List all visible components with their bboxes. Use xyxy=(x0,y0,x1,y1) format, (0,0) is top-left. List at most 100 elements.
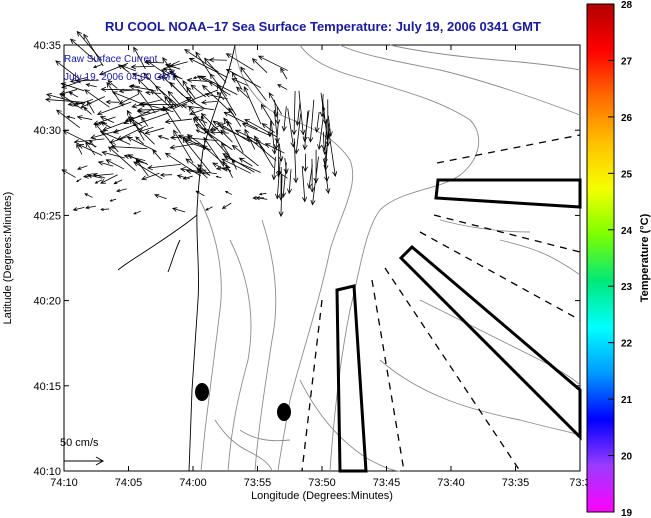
current-vector xyxy=(291,91,297,136)
current-vector xyxy=(173,129,194,164)
colorbar-tick-label: 24 xyxy=(621,226,633,237)
current-vector xyxy=(85,141,96,156)
current-vector xyxy=(302,110,310,143)
current-vector xyxy=(72,207,85,212)
current-vector xyxy=(260,103,275,126)
current-vector xyxy=(204,92,228,100)
bathymetry-contours xyxy=(199,44,581,472)
current-vector xyxy=(167,90,184,109)
current-vector xyxy=(109,135,131,144)
x-tick-label: 74:00 xyxy=(179,477,207,489)
colorbar-tick-label: 27 xyxy=(621,56,633,67)
current-vector xyxy=(261,123,276,133)
current-vector xyxy=(278,143,284,162)
current-vector xyxy=(313,149,319,184)
current-vector xyxy=(221,167,231,172)
plot-area: Raw Surface Current July 19, 2006 04:00 … xyxy=(45,30,582,473)
current-vector xyxy=(293,138,299,184)
current-vector xyxy=(200,75,238,95)
current-vector xyxy=(225,53,254,71)
scale-arrow-head xyxy=(95,456,105,466)
x-tick-label: 74:05 xyxy=(115,477,143,489)
current-vector xyxy=(186,86,196,99)
current-vector xyxy=(137,88,156,114)
current-vector xyxy=(100,121,112,129)
current-vector xyxy=(188,105,207,131)
current-vector xyxy=(176,174,190,180)
current-vector xyxy=(152,149,162,160)
current-vector xyxy=(221,142,230,157)
current-vector xyxy=(322,119,328,156)
current-vector xyxy=(135,136,144,145)
current-vector xyxy=(136,109,151,115)
x-tick-label: 73:55 xyxy=(244,477,272,489)
current-vector xyxy=(221,202,232,209)
current-vector xyxy=(195,51,212,76)
current-vector xyxy=(208,81,231,96)
current-vector xyxy=(302,153,308,173)
colorbar-tick-label: 19 xyxy=(621,508,633,518)
current-vector xyxy=(96,101,132,116)
y-tick-label: 40:35 xyxy=(33,40,61,52)
current-vector xyxy=(278,174,284,218)
current-vector xyxy=(181,103,214,111)
shipping-lane-south xyxy=(335,284,368,473)
colorbar-ticks: 19 20 21 22 23 24 25 26 27 28 xyxy=(608,0,633,518)
current-vector xyxy=(273,124,279,150)
current-vector xyxy=(105,159,125,170)
current-vector xyxy=(77,165,88,170)
current-vector xyxy=(223,111,258,130)
current-vector xyxy=(141,172,160,181)
contour-line xyxy=(499,239,581,276)
current-vector xyxy=(133,46,146,70)
current-vector xyxy=(275,142,282,178)
current-vector xyxy=(220,126,259,145)
current-vector xyxy=(221,158,251,174)
current-vector xyxy=(93,64,103,69)
current-vector xyxy=(137,78,150,91)
current-vector xyxy=(243,86,262,125)
current-vector xyxy=(203,136,224,167)
current-vector xyxy=(100,207,110,212)
y-tick-label: 40:15 xyxy=(33,381,61,393)
current-vector xyxy=(76,30,103,61)
y-tick-label: 40:30 xyxy=(33,125,61,137)
current-vector xyxy=(75,78,99,84)
current-vector xyxy=(56,109,80,128)
current-vector xyxy=(182,137,211,173)
current-vector xyxy=(251,58,268,73)
current-vector xyxy=(55,60,80,79)
current-vector xyxy=(194,123,233,151)
current-vector xyxy=(271,156,277,181)
current-vector xyxy=(144,127,165,135)
current-vector xyxy=(328,131,338,177)
lane-separator-dashed xyxy=(301,299,323,472)
current-vector xyxy=(295,101,301,127)
current-vector xyxy=(267,120,273,138)
current-vector xyxy=(325,99,331,147)
current-vector xyxy=(308,99,315,143)
info-line-time: July 19, 2006 04:00 GMT xyxy=(64,72,176,83)
current-vector xyxy=(200,99,218,105)
y-tick-label: 40:25 xyxy=(33,210,61,222)
current-vector xyxy=(92,173,106,179)
current-vector xyxy=(126,137,156,152)
current-vector xyxy=(200,115,206,127)
current-vector xyxy=(169,61,188,68)
current-vector xyxy=(238,157,253,167)
current-vector xyxy=(185,158,206,175)
current-vector xyxy=(83,107,92,115)
current-vector xyxy=(109,198,117,202)
lane-separator-dashed xyxy=(419,231,581,321)
current-vector xyxy=(72,98,94,107)
current-vector xyxy=(287,169,293,195)
current-vector xyxy=(216,91,225,101)
current-vector xyxy=(255,196,268,201)
colorbar-tick-label: 25 xyxy=(621,169,633,180)
current-vector xyxy=(105,99,120,105)
contour-line xyxy=(439,219,531,233)
contour-line xyxy=(379,359,581,436)
current-vector xyxy=(212,120,227,130)
current-vector xyxy=(130,64,155,70)
